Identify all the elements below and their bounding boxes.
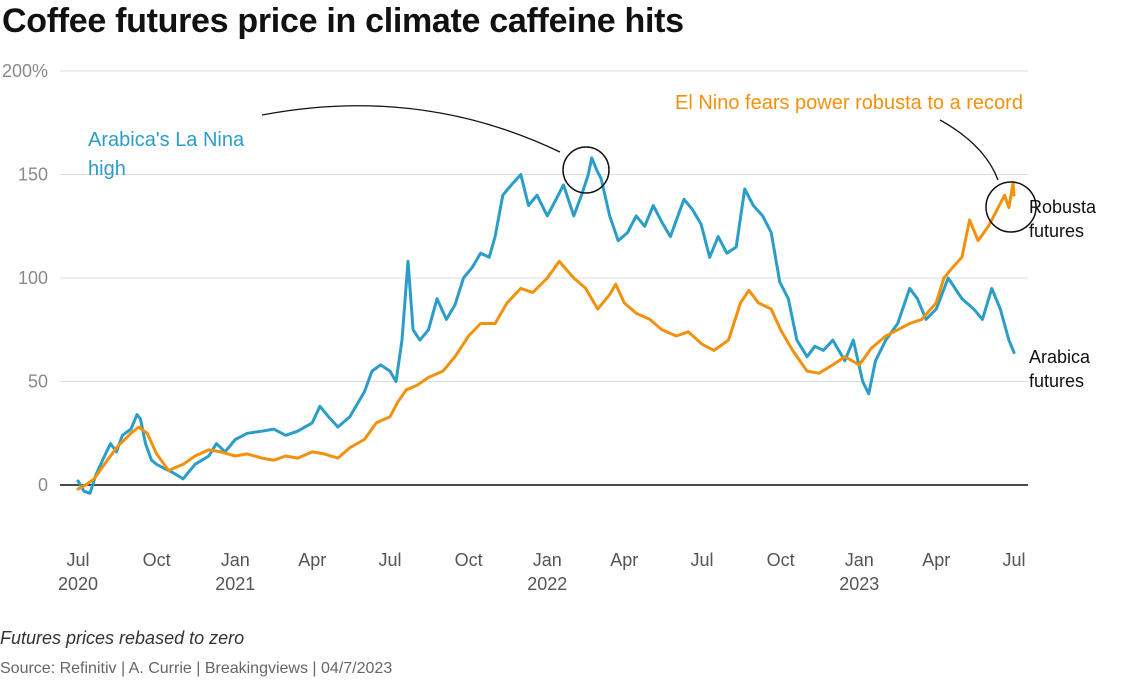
x-tick-year-label: 2022	[527, 574, 567, 594]
x-tick-label: Jul	[690, 550, 713, 570]
annotations: Arabica's La Nina high El Nino fears pow…	[88, 92, 1037, 233]
chart-source: Source: Refinitiv | A. Currie | Breaking…	[0, 660, 393, 677]
y-tick-label: 100	[18, 268, 48, 288]
x-tick-label: Jul	[1002, 550, 1025, 570]
x-tick-label: Oct	[143, 550, 171, 570]
x-tick-label: Apr	[610, 550, 638, 570]
series-line-robusta-futures	[76, 181, 1016, 491]
arabica-high-circle	[562, 146, 610, 194]
x-axis-tick-labels: Jul 2020 Oct Jan 2021 Apr Jul Oct Jan 2022 Apr Jul O…	[58, 550, 1026, 594]
series-end-label: futures	[1029, 371, 1084, 391]
arabica-high-annotation-line1: Arabica's La Nina	[88, 129, 245, 151]
arabica-high-annotation-line2: high	[88, 158, 126, 180]
x-tick-label: Jan	[221, 550, 250, 570]
y-tick-label: 0	[38, 475, 48, 495]
y-tick-label: 50	[28, 372, 48, 392]
x-tick-label: Oct	[767, 550, 795, 570]
x-tick-year-label: 2020	[58, 574, 98, 594]
x-tick-label: Apr	[298, 550, 326, 570]
x-tick-year-label: 2023	[839, 574, 879, 594]
x-tick-label: Oct	[455, 550, 483, 570]
series-end-label: Robusta	[1029, 197, 1097, 217]
robusta-record-connector	[939, 119, 999, 181]
line-chart: 200% 150 100 50 0 Jul 2020 Oct Jan 2021 Apr Jul Oct…	[2, 61, 1097, 594]
series-lines	[76, 156, 1016, 495]
x-tick-label: Jan	[533, 550, 562, 570]
x-tick-label: Jul	[378, 550, 401, 570]
series-line-arabica-futures	[76, 156, 1016, 495]
chart-note: Futures prices rebased to zero	[0, 628, 245, 648]
x-tick-year-label: 2021	[215, 574, 255, 594]
y-tick-label: 150	[18, 165, 48, 185]
x-tick-label: Jul	[66, 550, 89, 570]
series-end-label: futures	[1029, 221, 1084, 241]
x-tick-label: Apr	[922, 550, 950, 570]
y-axis-tick-labels: 200% 150 100 50 0	[2, 61, 48, 495]
robusta-record-circle	[985, 181, 1037, 233]
arabica-high-connector	[261, 105, 561, 153]
y-tick-label: 200%	[2, 61, 48, 81]
gridlines	[60, 70, 1028, 486]
series-end-label: Arabica	[1029, 347, 1091, 367]
chart-title: Coffee futures price in climate caffeine…	[2, 2, 684, 40]
series-end-labels: Arabica futures Robusta futures	[1029, 197, 1097, 391]
x-tick-label: Jan	[845, 550, 874, 570]
robusta-record-annotation: El Nino fears power robusta to a record	[675, 92, 1023, 114]
